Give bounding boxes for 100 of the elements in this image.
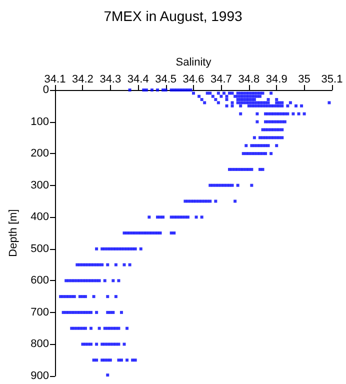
point xyxy=(189,200,192,203)
y-tick-label: 700 xyxy=(30,306,49,318)
point xyxy=(81,342,84,346)
point xyxy=(178,88,182,92)
point xyxy=(258,136,262,140)
point xyxy=(76,310,79,314)
y-axis-title: Depth [m] xyxy=(8,209,20,257)
point xyxy=(120,310,123,314)
point xyxy=(264,104,268,108)
point xyxy=(148,216,151,219)
point xyxy=(172,232,176,234)
point xyxy=(128,88,132,92)
point xyxy=(280,120,284,124)
point xyxy=(328,101,331,104)
point xyxy=(139,247,142,250)
point xyxy=(244,168,248,171)
point xyxy=(192,92,195,95)
point xyxy=(220,184,223,187)
point xyxy=(86,310,90,314)
point xyxy=(198,94,201,98)
point xyxy=(275,144,278,148)
point xyxy=(98,326,101,330)
point xyxy=(112,326,115,330)
point xyxy=(261,168,264,171)
point xyxy=(275,112,278,116)
point xyxy=(70,295,74,298)
point xyxy=(120,247,123,250)
point xyxy=(244,98,248,102)
point xyxy=(95,342,98,346)
point xyxy=(283,120,286,124)
x-tick-label: 34.6 xyxy=(182,74,204,86)
point xyxy=(184,216,187,219)
point xyxy=(81,310,84,314)
point xyxy=(95,263,98,266)
y-tick-label: 100 xyxy=(30,116,49,128)
point xyxy=(90,279,93,282)
point xyxy=(261,92,264,95)
point xyxy=(131,247,134,250)
point xyxy=(270,92,273,95)
point xyxy=(100,247,104,250)
point xyxy=(90,326,93,330)
point xyxy=(156,88,159,92)
point xyxy=(225,104,228,108)
point xyxy=(228,92,232,95)
point xyxy=(266,144,270,148)
point xyxy=(288,101,292,104)
point xyxy=(258,104,262,108)
point xyxy=(76,279,79,282)
point xyxy=(230,104,234,108)
point xyxy=(95,358,98,362)
point xyxy=(64,279,68,282)
point xyxy=(264,120,268,124)
point xyxy=(106,295,110,298)
point xyxy=(264,128,268,132)
point xyxy=(186,216,190,219)
point xyxy=(208,92,212,95)
point xyxy=(264,136,268,140)
point xyxy=(90,263,93,266)
point xyxy=(95,279,98,282)
point xyxy=(297,112,300,116)
point xyxy=(250,94,254,98)
point xyxy=(230,184,234,187)
point xyxy=(275,128,278,132)
point xyxy=(286,112,290,116)
y-tick-label: 200 xyxy=(30,148,49,160)
point xyxy=(81,326,84,330)
x-axis-title: Salinity xyxy=(176,56,212,68)
point xyxy=(264,101,268,104)
point xyxy=(95,247,98,250)
point xyxy=(172,216,176,219)
point xyxy=(256,94,259,98)
point xyxy=(86,279,90,282)
point xyxy=(225,94,228,98)
point xyxy=(108,358,112,362)
point xyxy=(256,120,259,124)
point xyxy=(250,92,254,95)
point xyxy=(122,342,126,346)
point xyxy=(220,94,223,98)
point xyxy=(275,98,278,102)
point xyxy=(252,136,256,140)
point xyxy=(84,295,87,298)
point xyxy=(256,152,259,156)
point xyxy=(162,216,165,219)
point xyxy=(270,120,273,124)
point xyxy=(112,310,115,314)
x-tick-label: 34.3 xyxy=(100,74,122,86)
point xyxy=(203,200,206,203)
point xyxy=(236,184,240,187)
point xyxy=(270,128,273,132)
point xyxy=(117,326,120,330)
x-tick-label: 34.9 xyxy=(266,74,288,86)
point xyxy=(275,120,278,124)
point xyxy=(148,232,151,234)
point xyxy=(120,358,123,362)
point xyxy=(275,136,278,140)
point xyxy=(244,152,248,156)
point xyxy=(112,247,115,250)
point xyxy=(117,279,120,282)
point xyxy=(92,295,96,298)
point xyxy=(252,98,256,102)
